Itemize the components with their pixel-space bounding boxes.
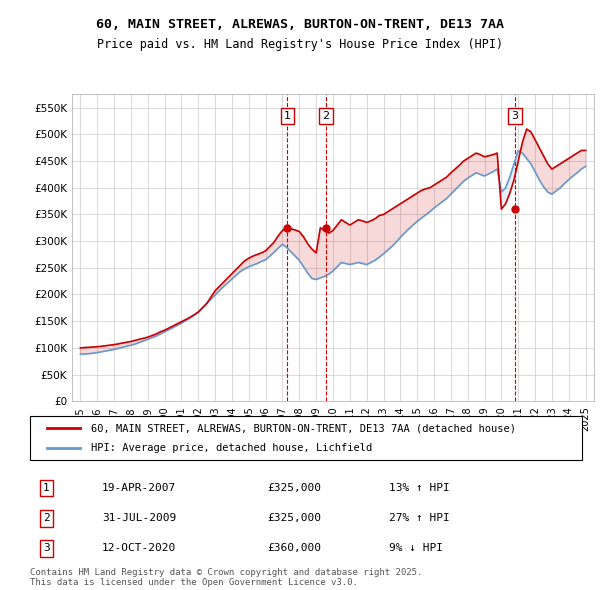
Text: £360,000: £360,000 — [268, 543, 322, 553]
Text: 3: 3 — [511, 111, 518, 121]
Text: 60, MAIN STREET, ALREWAS, BURTON-ON-TRENT, DE13 7AA: 60, MAIN STREET, ALREWAS, BURTON-ON-TREN… — [96, 18, 504, 31]
Text: 27% ↑ HPI: 27% ↑ HPI — [389, 513, 449, 523]
Text: 1: 1 — [284, 111, 291, 121]
Text: 60, MAIN STREET, ALREWAS, BURTON-ON-TRENT, DE13 7AA (detached house): 60, MAIN STREET, ALREWAS, BURTON-ON-TREN… — [91, 424, 516, 433]
Text: 31-JUL-2009: 31-JUL-2009 — [102, 513, 176, 523]
Text: 12-OCT-2020: 12-OCT-2020 — [102, 543, 176, 553]
FancyBboxPatch shape — [30, 416, 582, 460]
Text: 1: 1 — [43, 483, 50, 493]
Text: 9% ↓ HPI: 9% ↓ HPI — [389, 543, 443, 553]
Text: 3: 3 — [43, 543, 50, 553]
Text: 19-APR-2007: 19-APR-2007 — [102, 483, 176, 493]
Text: Contains HM Land Registry data © Crown copyright and database right 2025.
This d: Contains HM Land Registry data © Crown c… — [30, 568, 422, 587]
Text: 13% ↑ HPI: 13% ↑ HPI — [389, 483, 449, 493]
Text: £325,000: £325,000 — [268, 513, 322, 523]
Text: £325,000: £325,000 — [268, 483, 322, 493]
Text: 2: 2 — [43, 513, 50, 523]
Text: 2: 2 — [322, 111, 329, 121]
Text: HPI: Average price, detached house, Lichfield: HPI: Average price, detached house, Lich… — [91, 443, 372, 453]
Text: Price paid vs. HM Land Registry's House Price Index (HPI): Price paid vs. HM Land Registry's House … — [97, 38, 503, 51]
